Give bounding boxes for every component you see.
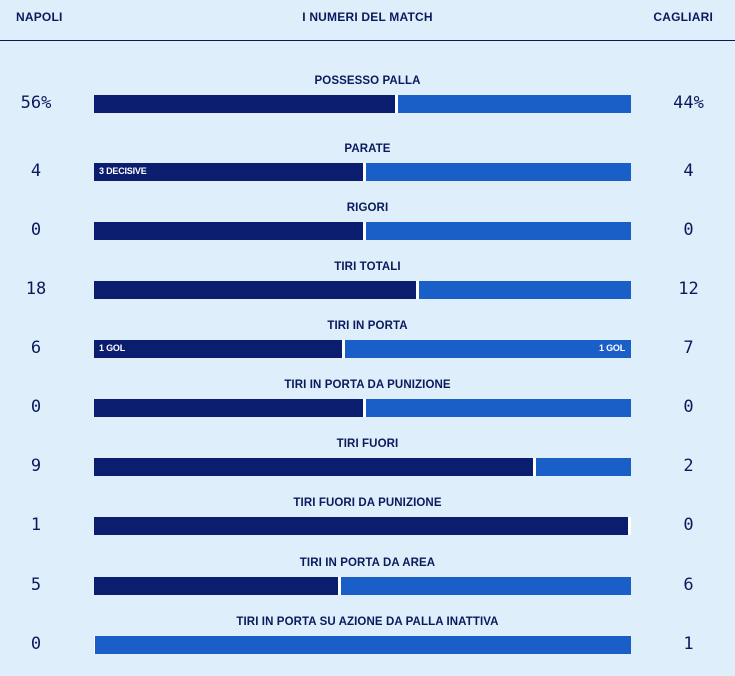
comparison-bar: 1 GOL 1 GOL [94, 340, 631, 358]
away-stat-value: 6 [683, 575, 694, 595]
comparison-bar [94, 281, 631, 299]
stat-row: TIRI FUORI 9 2 [0, 438, 735, 498]
stat-row: TIRI IN PORTA DA AREA 5 6 [0, 557, 735, 617]
home-bar-segment [94, 222, 363, 240]
comparison-bar [94, 222, 631, 240]
home-bar-segment [94, 458, 533, 476]
away-stat-value: 7 [683, 338, 694, 358]
stat-label: TIRI IN PORTA SU AZIONE DA PALLA INATTIV… [236, 616, 499, 628]
stat-row: TIRI IN PORTA 6 7 1 GOL 1 GOL [0, 320, 735, 380]
match-stats-header: NAPOLI I NUMERI DEL MATCH CAGLIARI [0, 0, 735, 41]
comparison-bar [94, 95, 631, 113]
away-bar-segment [363, 163, 631, 181]
away-bar-segment [533, 458, 631, 476]
away-stat-value: 0 [683, 220, 694, 240]
away-stat-value: 4 [683, 161, 694, 181]
away-bar-segment: 1 GOL [342, 340, 631, 358]
home-stat-value: 18 [25, 279, 47, 299]
away-stat-value: 0 [683, 397, 694, 417]
comparison-bar [94, 517, 631, 535]
home-bar-segment [94, 281, 416, 299]
away-stat-value: 2 [683, 456, 694, 476]
stat-label: TIRI IN PORTA DA PUNIZIONE [284, 379, 451, 391]
away-bar-segment [363, 399, 631, 417]
stat-row: TIRI IN PORTA SU AZIONE DA PALLA INATTIV… [0, 616, 735, 676]
stat-label: TIRI IN PORTA [327, 320, 408, 332]
away-bar-segment [416, 281, 631, 299]
stat-row: PARATE 4 4 3 DECISIVE [0, 143, 735, 203]
home-bar-segment [94, 517, 628, 535]
home-bar-segment [94, 577, 338, 595]
stat-label: TIRI FUORI DA PUNIZIONE [293, 497, 442, 509]
comparison-bar [94, 458, 631, 476]
stat-row: TIRI FUORI DA PUNIZIONE 1 0 [0, 497, 735, 557]
home-stat-value: 9 [30, 456, 42, 476]
home-stat-value: 56% [20, 93, 52, 113]
home-stat-value: 0 [30, 397, 42, 417]
away-bar-segment [628, 517, 631, 535]
stat-label: PARATE [344, 143, 391, 155]
comparison-bar [94, 636, 631, 654]
home-stat-value: 4 [30, 161, 42, 181]
away-stat-value: 12 [678, 279, 699, 299]
away-team-name: CAGLIARI [653, 10, 713, 24]
home-bar-note: 3 DECISIVE [99, 166, 147, 176]
comparison-bar [94, 577, 631, 595]
comparison-bar: 3 DECISIVE [94, 163, 631, 181]
away-stat-value: 44% [673, 93, 704, 113]
home-stat-value: 6 [30, 338, 42, 358]
home-stat-value: 5 [30, 575, 42, 595]
home-bar-segment [94, 95, 395, 113]
stat-row: TIRI IN PORTA DA PUNIZIONE 0 0 [0, 379, 735, 439]
stat-label: RIGORI [346, 202, 389, 214]
stat-row: POSSESSO PALLA 56% 44% [0, 75, 735, 135]
home-team-name: NAPOLI [16, 10, 63, 24]
away-stat-value: 1 [683, 634, 694, 654]
home-stat-value: 0 [30, 220, 42, 240]
stat-row: RIGORI 0 0 [0, 202, 735, 262]
away-stat-value: 0 [683, 515, 694, 535]
page-title: I NUMERI DEL MATCH [302, 10, 433, 24]
away-bar-segment [395, 95, 631, 113]
home-stat-value: 1 [30, 515, 42, 535]
stat-label: TIRI TOTALI [334, 261, 401, 273]
away-bar-segment [363, 222, 631, 240]
home-bar-segment: 3 DECISIVE [94, 163, 363, 181]
comparison-bar [94, 399, 631, 417]
away-bar-note: 1 GOL [598, 343, 625, 353]
away-bar-segment [338, 577, 631, 595]
home-bar-note: 1 GOL [99, 343, 126, 353]
stat-row: TIRI TOTALI 18 12 [0, 261, 735, 321]
home-bar-segment [94, 399, 363, 417]
home-stat-value: 0 [30, 634, 42, 654]
home-bar-segment: 1 GOL [94, 340, 342, 358]
away-bar-segment [94, 636, 631, 654]
stat-label: TIRI IN PORTA DA AREA [299, 557, 436, 569]
stat-label: TIRI FUORI [336, 438, 399, 450]
stat-label: POSSESSO PALLA [314, 75, 421, 87]
